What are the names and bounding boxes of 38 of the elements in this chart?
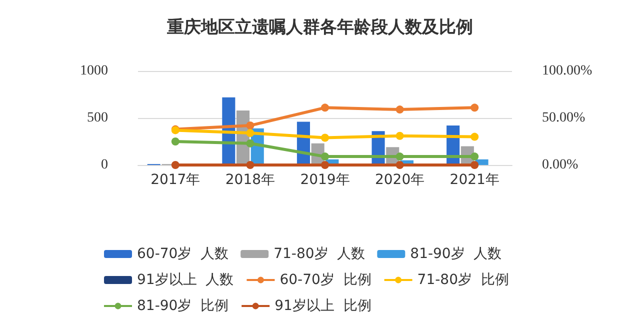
point xyxy=(470,132,479,141)
point xyxy=(246,161,254,169)
point xyxy=(321,152,329,161)
x-tick-label: 2017年 xyxy=(150,172,200,188)
y-tick-label: 0 xyxy=(101,158,108,172)
y2-tick-label: 50.00% xyxy=(542,110,586,126)
y2-tick-label: 100.00% xyxy=(542,64,592,78)
x-tick-label: 2020年 xyxy=(374,172,425,188)
y2-tick-label: 0.00% xyxy=(542,158,578,172)
point xyxy=(321,134,329,142)
legend-label: 91岁以上 比例 xyxy=(274,298,372,314)
legend-label: 71-80岁 比例 xyxy=(417,272,509,288)
point xyxy=(470,161,479,169)
point xyxy=(396,132,404,140)
point xyxy=(321,161,329,169)
legend-label: 71-80岁 人数 xyxy=(274,246,366,262)
point xyxy=(246,122,254,130)
point xyxy=(246,139,254,148)
x-tick-label: 2021年 xyxy=(450,172,500,188)
legend-label: 60-70岁 比例 xyxy=(280,272,372,288)
y-tick-label: 500 xyxy=(87,110,108,126)
legend-label: 91岁以上 人数 xyxy=(137,272,234,288)
point xyxy=(246,129,254,138)
point xyxy=(171,138,180,146)
y-tick-label: 1000 xyxy=(80,64,108,78)
point xyxy=(470,104,479,112)
x-tick-label: 2018年 xyxy=(225,172,276,188)
point xyxy=(321,104,329,112)
point xyxy=(396,106,404,114)
legend-label: 60-70岁 人数 xyxy=(137,246,229,262)
x-tick-label: 2019年 xyxy=(300,172,350,188)
point xyxy=(470,152,479,161)
point xyxy=(396,152,404,161)
chart-title: 重庆地区立遗嘱人群各年龄段人数及比例 xyxy=(166,18,473,38)
legend-label: 81-90岁 比例 xyxy=(137,298,229,314)
point xyxy=(396,161,404,169)
legend-label: 81-90岁 人数 xyxy=(410,246,502,262)
point xyxy=(171,161,180,169)
